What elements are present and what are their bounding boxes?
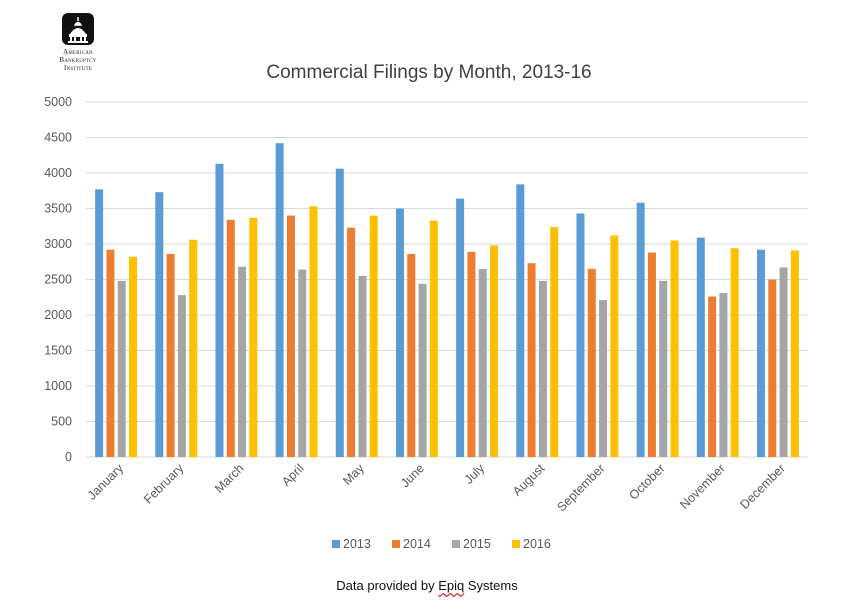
bar-2014-january <box>106 249 115 457</box>
bars <box>95 143 799 458</box>
bar-2013-june <box>395 208 404 457</box>
bar-2015-february <box>177 295 186 457</box>
x-tick-label: October <box>626 461 667 502</box>
bar-2016-october <box>670 240 679 457</box>
y-tick-label: 0 <box>65 450 72 464</box>
y-tick-label: 500 <box>51 415 72 429</box>
bar-2015-april <box>298 269 307 457</box>
bar-2014-december <box>768 279 777 457</box>
bar-2016-april <box>309 206 318 457</box>
bar-2013-august <box>516 184 525 458</box>
x-tick-label: December <box>737 461 788 512</box>
legend-swatch-2013 <box>332 540 340 548</box>
x-tick-label: April <box>279 461 307 489</box>
x-tick-label: March <box>212 461 246 495</box>
abi-logo: American Bankruptcy Institute <box>48 12 108 76</box>
bar-2016-may <box>369 215 378 457</box>
bar-2014-november <box>708 296 717 457</box>
bar-2015-september <box>599 300 608 457</box>
x-axis-ticks: January February March April May June July Augu… <box>85 461 788 515</box>
legend: 2013 2014 2015 2016 <box>332 537 551 551</box>
x-tick-label: January <box>85 461 127 503</box>
x-tick-label: July <box>462 461 488 487</box>
bar-2014-february <box>166 253 175 457</box>
x-tick-label: August <box>510 461 548 499</box>
bar-2016-july <box>490 245 499 457</box>
x-tick-label: November <box>677 461 728 512</box>
bar-2015-october <box>659 280 668 457</box>
bar-2015-may <box>358 275 367 457</box>
bar-2015-march <box>238 266 247 457</box>
bar-2013-november <box>696 237 705 457</box>
x-tick-label: May <box>340 461 367 488</box>
bar-2015-july <box>478 268 487 457</box>
source-suffix: Systems <box>464 578 518 593</box>
bar-2014-june <box>407 253 416 457</box>
legend-swatch-2016 <box>512 540 520 548</box>
bar-2014-may <box>347 227 356 457</box>
bar-2013-may <box>335 168 344 458</box>
logo-line-1: American <box>63 48 93 56</box>
bar-2015-november <box>719 292 728 457</box>
bar-2016-january <box>129 256 138 457</box>
x-tick-label: September <box>554 461 607 514</box>
x-tick-label: June <box>398 461 427 490</box>
legend-swatch-2014 <box>392 540 400 548</box>
legend-label: 2016 <box>523 537 551 551</box>
legend-swatch-2015 <box>452 540 460 548</box>
bar-2013-july <box>456 198 465 457</box>
logo-line-3: Institute <box>63 64 92 72</box>
y-tick-label: 3000 <box>44 237 72 251</box>
source-note: Data provided by Epiq Systems <box>0 578 854 593</box>
y-tick-label: 4500 <box>44 131 72 145</box>
y-tick-label: 1500 <box>44 344 72 358</box>
bar-2013-january <box>95 189 104 457</box>
bar-2015-august <box>538 280 547 457</box>
bar-2013-march <box>215 163 224 457</box>
logo-line-2: Bankruptcy <box>59 56 97 64</box>
bar-2016-february <box>189 239 198 457</box>
bar-2014-october <box>647 252 656 457</box>
bar-2015-december <box>779 267 788 457</box>
x-tick-label: February <box>141 461 187 507</box>
legend-label: 2015 <box>463 537 491 551</box>
y-tick-label: 3500 <box>44 202 72 216</box>
bar-2015-january <box>117 280 126 457</box>
bar-2014-april <box>286 215 295 457</box>
legend-label: 2014 <box>403 537 431 551</box>
bar-2016-march <box>249 217 258 457</box>
gridlines <box>86 101 808 458</box>
bar-2013-december <box>756 249 765 457</box>
bar-2013-february <box>155 192 164 458</box>
bar-2014-august <box>527 263 536 457</box>
bar-2014-march <box>226 219 235 457</box>
y-tick-label: 2500 <box>44 273 72 287</box>
chart-title: Commercial Filings by Month, 2013-16 <box>266 62 591 83</box>
y-tick-label: 1000 <box>44 379 72 393</box>
bar-2013-september <box>576 213 585 457</box>
bar-2013-april <box>275 143 284 457</box>
y-tick-label: 5000 <box>44 95 72 109</box>
bar-2014-july <box>467 251 476 457</box>
y-axis-ticks: 0 500 1000 1500 2000 2500 3000 3500 4000 4500 5000 <box>44 95 72 464</box>
bar-2014-september <box>587 268 596 457</box>
bar-2015-june <box>418 283 427 457</box>
y-tick-label: 4000 <box>44 166 72 180</box>
bar-2016-june <box>429 220 438 457</box>
bar-2016-september <box>610 235 619 457</box>
bar-2016-august <box>550 226 559 457</box>
bar-2016-november <box>730 248 739 457</box>
legend-label: 2013 <box>343 537 371 551</box>
capitol-dome-icon <box>62 13 94 45</box>
bar-2016-december <box>790 250 799 457</box>
y-tick-label: 2000 <box>44 308 72 322</box>
bar-2013-october <box>636 202 645 457</box>
source-company-underlined: Epiq <box>438 578 465 593</box>
source-prefix: Data provided by <box>336 578 439 593</box>
